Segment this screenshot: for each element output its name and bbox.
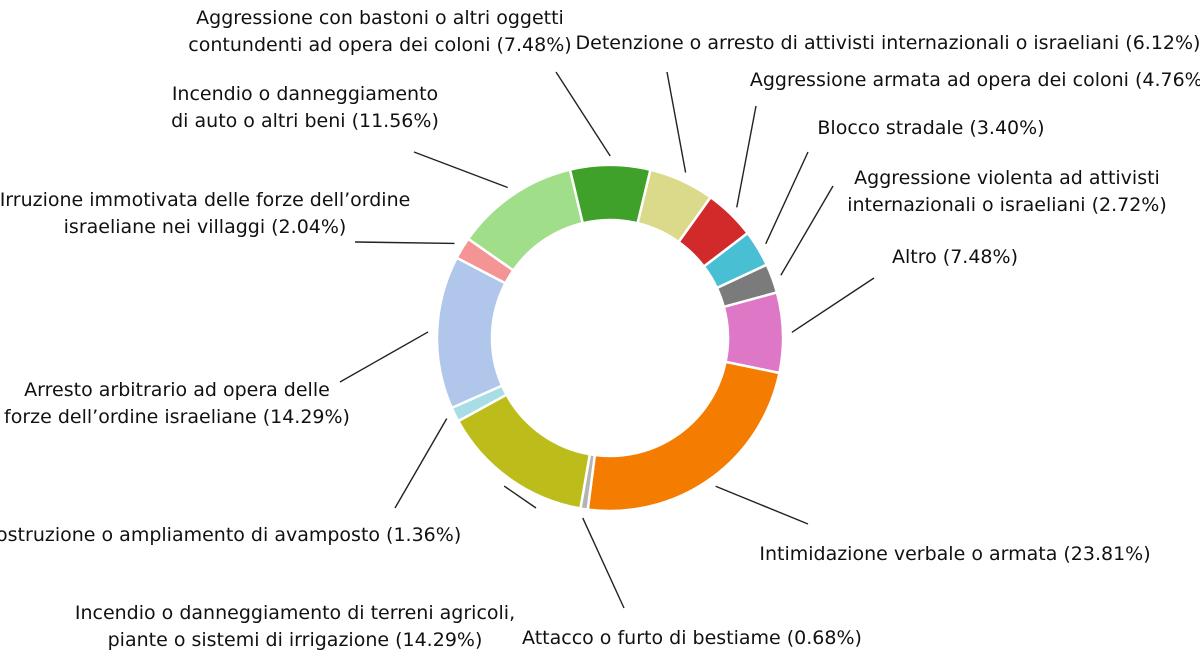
leader-line-11 (354, 241, 455, 245)
slice-label-0: Aggressione con bastoni o altri oggetti c… (188, 7, 571, 56)
donut-slice-0 (568, 163, 652, 225)
leader-line-1 (666, 71, 687, 173)
slice-label-11: Irruzione immotivata delle forze dell’or… (0, 189, 410, 238)
leader-lines-group (339, 71, 875, 609)
slice-label-7: Attacco o furto di bestiame (0.68%) (522, 627, 862, 649)
donut-slice-12 (466, 168, 585, 273)
slice-label-4: Aggressione violenta ad attivisti interna… (847, 167, 1167, 216)
slices-group (435, 163, 785, 513)
leader-line-7 (582, 517, 625, 609)
donut-slice-8 (456, 392, 592, 510)
leader-line-5 (791, 277, 875, 333)
donut-slice-5 (722, 290, 785, 375)
leader-line-12 (413, 151, 508, 189)
leader-line-2 (736, 105, 757, 208)
leader-line-3 (765, 151, 809, 245)
leader-line-9 (394, 418, 448, 509)
slice-label-9: Costruzione o ampliamento di avamposto (… (0, 524, 461, 546)
leader-line-6 (715, 485, 809, 525)
donut-slice-10 (435, 256, 508, 410)
slice-label-2: Aggressione armata ad opera dei coloni (… (750, 69, 1200, 91)
slice-label-8: Incendio o danneggiamento di terreni agr… (75, 602, 515, 651)
leader-line-0 (555, 71, 611, 157)
slice-label-5: Altro (7.48%) (892, 246, 1018, 268)
slice-label-1: Detenzione o arresto di attivisti intern… (576, 32, 1200, 54)
slice-label-6: Intimidazione verbale o armata (23.81%) (759, 543, 1150, 565)
slice-label-10: Arresto arbitrario ad opera delle forze d… (4, 379, 350, 428)
labels-group: Aggressione con bastoni o altri oggetti c… (0, 7, 1200, 651)
leader-line-4 (780, 185, 834, 276)
donut-slice-6 (586, 360, 781, 513)
leader-line-10 (339, 331, 429, 383)
slice-label-3: Blocco stradale (3.40%) (817, 117, 1044, 139)
leader-line-8 (503, 485, 537, 509)
slice-label-12: Incendio o danneggiamento di auto o altri… (171, 83, 439, 132)
